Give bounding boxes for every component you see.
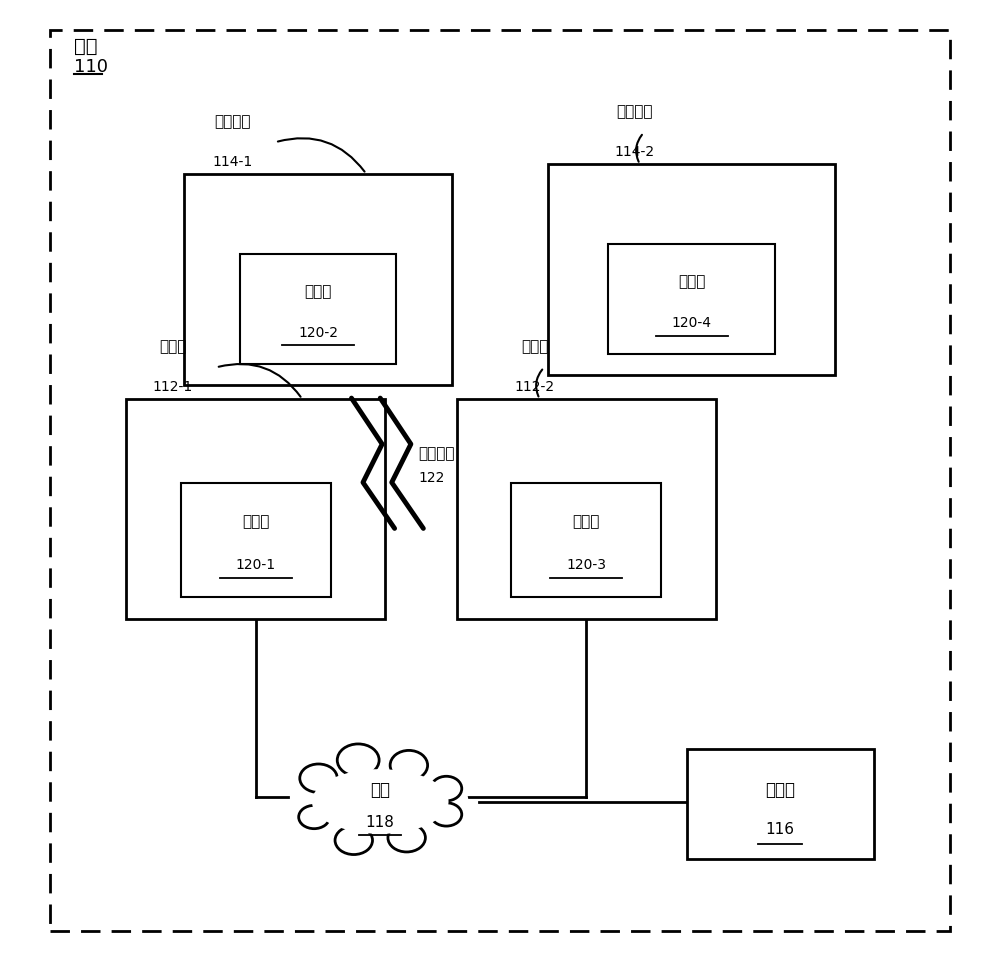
Text: 电子设备: 电子设备	[616, 104, 652, 119]
Text: 无线电: 无线电	[573, 514, 600, 530]
Text: 电子设备: 电子设备	[214, 113, 250, 129]
Ellipse shape	[431, 776, 462, 801]
Text: 120-4: 120-4	[672, 316, 712, 331]
Text: 系统: 系统	[74, 37, 97, 56]
Bar	[608, 244, 775, 354]
Ellipse shape	[388, 824, 425, 852]
Ellipse shape	[337, 744, 379, 776]
Text: 122: 122	[419, 471, 445, 484]
Text: 114-2: 114-2	[614, 145, 654, 160]
Text: 控制器: 控制器	[765, 780, 795, 799]
Text: 118: 118	[366, 815, 395, 830]
Ellipse shape	[292, 756, 468, 847]
Bar	[687, 749, 874, 859]
Text: 110: 110	[74, 58, 108, 76]
Ellipse shape	[335, 826, 373, 854]
Text: 112-2: 112-2	[514, 380, 555, 394]
Text: 无线电: 无线电	[242, 514, 269, 530]
Ellipse shape	[312, 769, 449, 834]
Text: 接入点: 接入点	[521, 339, 548, 354]
Text: 116: 116	[766, 822, 795, 837]
Bar	[511, 482, 661, 598]
Text: 114-1: 114-1	[212, 155, 252, 169]
Ellipse shape	[299, 805, 330, 828]
Ellipse shape	[431, 802, 462, 826]
Text: 接入点: 接入点	[159, 339, 187, 354]
Text: 120-2: 120-2	[298, 326, 338, 340]
Text: 120-1: 120-1	[236, 558, 276, 573]
Bar	[548, 164, 835, 375]
Bar	[457, 399, 716, 620]
Bar	[240, 254, 396, 363]
Text: 网络: 网络	[370, 781, 390, 799]
Bar	[181, 482, 331, 598]
Ellipse shape	[309, 766, 452, 837]
Ellipse shape	[390, 751, 428, 780]
Bar	[184, 174, 452, 384]
Ellipse shape	[300, 764, 337, 793]
Text: 120-3: 120-3	[566, 558, 606, 573]
Bar	[126, 399, 385, 620]
Text: 无线电: 无线电	[304, 283, 332, 299]
Text: 无线电: 无线电	[678, 274, 705, 289]
Text: 无线信号: 无线信号	[419, 446, 455, 461]
Text: 112-1: 112-1	[153, 380, 193, 394]
